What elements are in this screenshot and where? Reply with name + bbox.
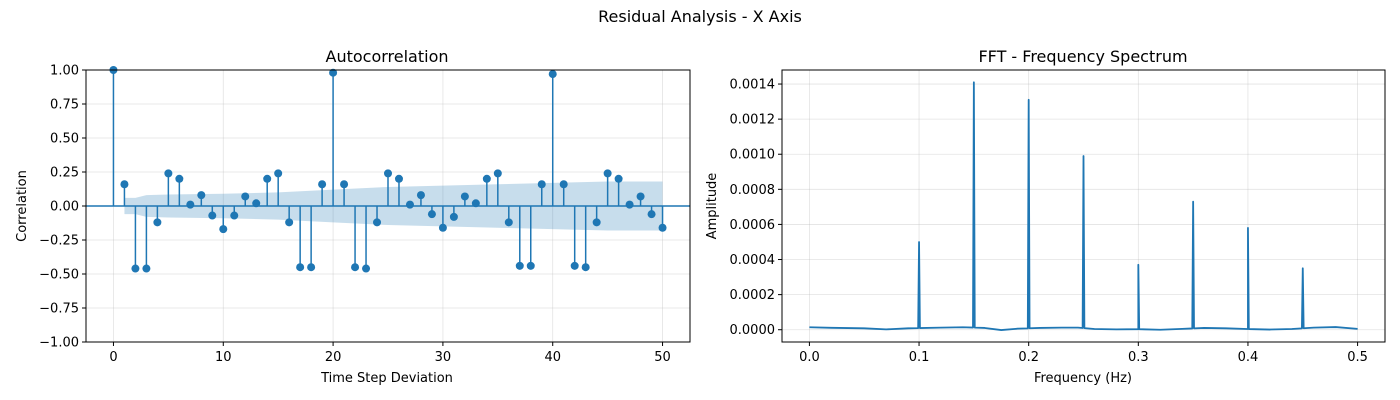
acf-point [120,180,129,189]
fft-x-tick-label: 0.5 [1347,350,1368,365]
acf-point [570,261,579,270]
acf-point [153,218,162,227]
autocorrelation-frame [85,69,691,343]
fft-y-tick-label: 0.0010 [730,148,776,163]
acf-point [230,211,239,220]
autocorrelation-y-tick-label: −0.25 [39,234,79,249]
figure-suptitle: Residual Analysis - X Axis [598,7,802,26]
acf-point [647,210,656,219]
spectrum-line [809,81,1358,331]
acf-point [384,169,392,178]
fft-x-tick-label: 0.0 [799,350,820,365]
autocorrelation-stems [109,66,667,273]
fft-y-tick-label: 0.0006 [730,218,776,233]
acf-point [263,174,272,183]
acf-point [658,223,667,232]
acf-point [460,192,469,201]
acf-point [603,169,612,178]
fft-x-ticks: 0.0 0.1 0.2 0.3 0.4 0.5 [799,342,1368,365]
autocorrelation-axes: Autocorrelation Time Step Deviation Corr… [15,47,691,386]
autocorrelation-y-ticks: −1.00 −0.75 −0.50 −0.25 0.00 0.25 0.50 0.75 1.00 [39,64,86,351]
fft-y-tick-label: 0.0008 [730,183,776,198]
fft-y-tick-label: 0.0014 [730,78,776,93]
fft-axes: FFT - Frequency Spectrum Frequency (Hz) … [705,47,1386,386]
acf-point [285,218,294,227]
fft-xlabel: Frequency (Hz) [1034,371,1132,386]
acf-point [175,174,184,183]
acf-point [537,180,546,189]
fft-x-tick-label: 0.3 [1128,350,1149,365]
autocorrelation-xlabel: Time Step Deviation [320,371,453,386]
fft-y-ticks: 0.0000 0.0002 0.0004 0.0006 0.0008 0.0010 0.00… [730,78,782,338]
acf-point [482,174,491,183]
autocorrelation-x-tick-label: 40 [544,350,561,365]
autocorrelation-y-tick-label: 1.00 [50,64,79,79]
acf-point [329,68,338,77]
fft-frame [781,69,1386,343]
acf-point [274,169,283,178]
acf-point [186,200,195,209]
fft-y-tick-label: 0.0000 [730,323,776,338]
autocorrelation-x-tick-label: 30 [435,350,452,365]
autocorrelation-x-tick-label: 0 [109,350,117,365]
acf-point [405,200,414,209]
acf-point [548,70,557,79]
fft-title: FFT - Frequency Spectrum [978,47,1187,66]
acf-point [307,263,316,272]
fft-y-tick-label: 0.0002 [730,288,776,303]
acf-point [614,174,623,183]
autocorrelation-x-ticks: 0 10 20 30 40 50 [109,342,671,365]
acf-point [427,210,436,219]
acf-point [416,191,425,200]
fft-x-tick-label: 0.2 [1018,350,1039,365]
acf-point [142,264,151,273]
acf-point [197,191,206,200]
acf-point [394,174,403,183]
autocorrelation-x-tick-label: 10 [215,350,232,365]
acf-point [625,200,634,209]
acf-point [131,264,140,273]
autocorrelation-title: Autocorrelation [326,47,449,66]
acf-point [449,212,458,221]
acf-point [296,263,305,272]
autocorrelation-x-tick-label: 50 [654,350,671,365]
acf-point [636,192,645,201]
acf-point [504,218,513,227]
acf-point [362,264,371,273]
acf-point [592,218,601,227]
acf-point [164,169,173,178]
acf-point [581,263,590,272]
fft-y-tick-label: 0.0004 [730,253,776,268]
acf-point [219,225,228,234]
acf-point [559,180,568,189]
fft-y-tick-label: 0.0012 [730,113,776,128]
acf-point [252,199,261,208]
acf-point [351,263,360,272]
autocorrelation-y-tick-label: 0.00 [50,200,79,215]
acf-point [318,180,327,189]
autocorrelation-y-tick-label: 0.75 [50,98,79,113]
acf-point [471,199,480,208]
acf-point [241,192,250,201]
autocorrelation-y-tick-label: −0.75 [39,302,79,317]
autocorrelation-y-tick-label: −0.50 [39,268,79,283]
autocorrelation-y-tick-label: 0.25 [50,166,79,181]
autocorrelation-y-tick-label: 0.50 [50,132,79,147]
acf-point [208,211,217,220]
acf-point [438,223,447,232]
fft-ylabel: Amplitude [705,173,720,240]
autocorrelation-x-tick-label: 20 [325,350,342,365]
autocorrelation-y-tick-label: −1.00 [39,336,79,351]
acf-point [515,261,524,270]
acf-point [526,261,535,270]
autocorrelation-ylabel: Correlation [15,170,30,242]
fft-x-tick-label: 0.1 [909,350,930,365]
acf-point [493,169,502,178]
acf-point [340,180,349,189]
fft-x-tick-label: 0.4 [1238,350,1259,365]
acf-point [373,218,382,227]
